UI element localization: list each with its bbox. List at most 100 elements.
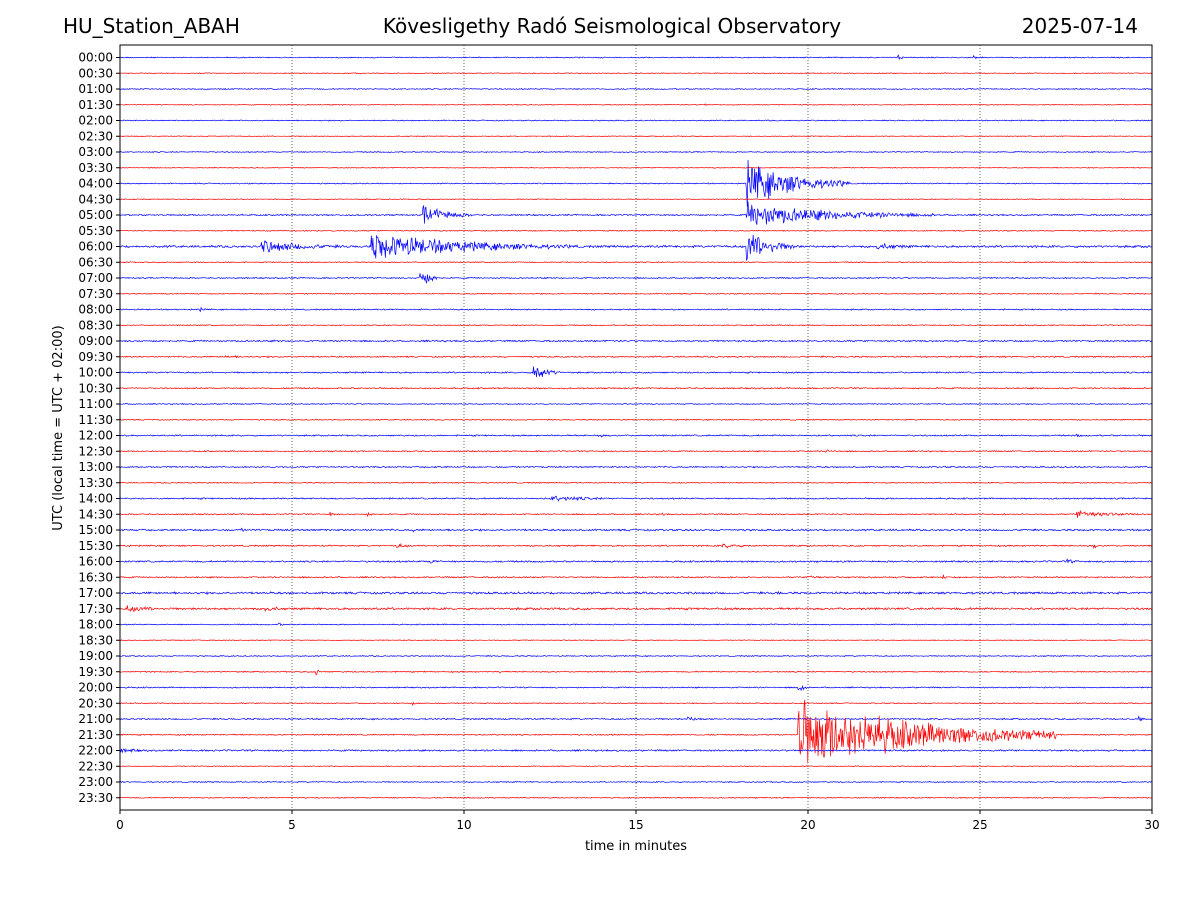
y-tick-label: 00:00 [78,51,113,65]
y-tick-label: 05:00 [78,208,113,222]
x-tick-labels: 0 5 10 15 20 25 30 [116,810,1160,832]
y-tick-label: 12:30 [78,444,113,458]
trace-row-0730 [120,292,1152,295]
trace-row-1400 [120,495,1152,502]
trace-row-2200 [120,747,1152,754]
trace-row-0600 [120,234,1152,261]
y-tick-label: 10:30 [78,381,113,395]
y-tick-label: 03:30 [78,161,113,175]
trace-row-0000 [120,54,1152,61]
trace-row-1300 [120,465,1152,469]
y-tick-label: 06:00 [78,240,113,254]
x-tick-label: 10 [456,818,471,832]
y-tick-label: 00:30 [78,66,113,80]
trace-row-2000 [120,684,1152,692]
y-tick-label: 09:30 [78,350,113,364]
trace-row-1630 [120,574,1152,580]
y-tick-label: 18:00 [78,618,113,632]
y-tick-label: 05:30 [78,224,113,238]
trace-row-2300 [120,780,1152,784]
trace-row-0100 [120,87,1152,91]
grid-lines [291,45,981,810]
trace-row-1800 [120,622,1152,627]
trace-row-0200 [120,119,1152,122]
trace-row-2130 [120,699,1152,764]
y-tick-label: 15:00 [78,523,113,537]
trace-row-1030 [120,386,1152,390]
trace-row-1000 [120,366,1152,378]
trace-row-0800 [120,306,1152,313]
y-tick-label: 21:00 [78,712,113,726]
trace-row-0500 [120,201,1152,225]
trace-row-1230 [120,449,1152,453]
y-tick-label: 19:30 [78,665,113,679]
trace-row-0830 [120,324,1152,327]
y-tick-label: 15:30 [78,539,113,553]
trace-row-1530 [120,542,1152,550]
station-title: HU_Station_ABAH [63,14,240,38]
observatory-title: Kövesligethy Radó Seismological Observat… [382,14,842,38]
trace-row-0230 [120,135,1152,138]
trace-row-0530 [120,229,1152,232]
y-tick-label: 19:00 [78,649,113,663]
y-tick-label: 13:00 [78,460,113,474]
y-tick-label: 12:00 [78,429,113,443]
trace-row-1500 [120,527,1152,533]
y-tick-label: 01:00 [78,82,113,96]
y-tick-label: 20:00 [78,681,113,695]
y-tick-label: 11:00 [78,397,113,411]
trace-rows [120,54,1152,799]
date-title: 2025-07-14 [1021,14,1138,38]
y-tick-label: 20:30 [78,696,113,710]
y-tick-label: 03:00 [78,145,113,159]
trace-row-1130 [120,418,1152,421]
y-tick-label: 04:30 [78,192,113,206]
x-tick-label: 5 [288,818,296,832]
y-tick-label: 08:00 [78,303,113,317]
x-tick-label: 20 [800,818,815,832]
trace-row-2100 [120,715,1152,722]
trace-row-0430 [120,198,1152,201]
y-tick-label: 14:00 [78,492,113,506]
trace-row-0300 [120,150,1152,154]
trace-row-1100 [120,402,1152,406]
y-tick-label: 04:00 [78,177,113,191]
trace-row-2330 [120,796,1152,799]
trace-row-0130 [120,103,1152,106]
trace-row-0400 [120,159,1152,207]
y-tick-label: 08:30 [78,318,113,332]
trace-row-0700 [120,273,1152,284]
y-tick-label: 13:30 [78,476,113,490]
trace-row-2030 [120,701,1152,707]
trace-row-0930 [120,354,1152,359]
y-tick-label: 14:30 [78,507,113,521]
y-tick-label: 17:00 [78,586,113,600]
trace-row-1900 [120,654,1152,658]
y-tick-label: 02:30 [78,129,113,143]
y-tick-label: 09:00 [78,334,113,348]
trace-row-0900 [120,339,1152,343]
y-tick-label: 01:30 [78,98,113,112]
y-tick-label: 16:00 [78,555,113,569]
y-tick-label: 07:30 [78,287,113,301]
y-tick-label: 22:30 [78,759,113,773]
y-tick-label: 23:00 [78,775,113,789]
trace-row-1730 [120,605,1152,613]
trace-row-1930 [120,669,1152,676]
y-tick-label: 17:30 [78,602,113,616]
x-tick-label: 15 [628,818,643,832]
trace-row-1430 [120,509,1152,518]
y-tick-label: 23:30 [78,791,113,805]
y-tick-label: 16:30 [78,570,113,584]
y-axis-label: UTC (local time = UTC + 02:00) [51,325,66,530]
y-tick-label: 07:00 [78,271,113,285]
trace-row-0030 [120,72,1152,75]
trace-row-0330 [120,166,1152,169]
x-tick-label: 0 [116,818,124,832]
trace-row-0630 [120,261,1152,264]
x-axis-label: time in minutes [585,839,687,854]
y-tick-label: 10:00 [78,366,113,380]
trace-row-1830 [120,639,1152,642]
